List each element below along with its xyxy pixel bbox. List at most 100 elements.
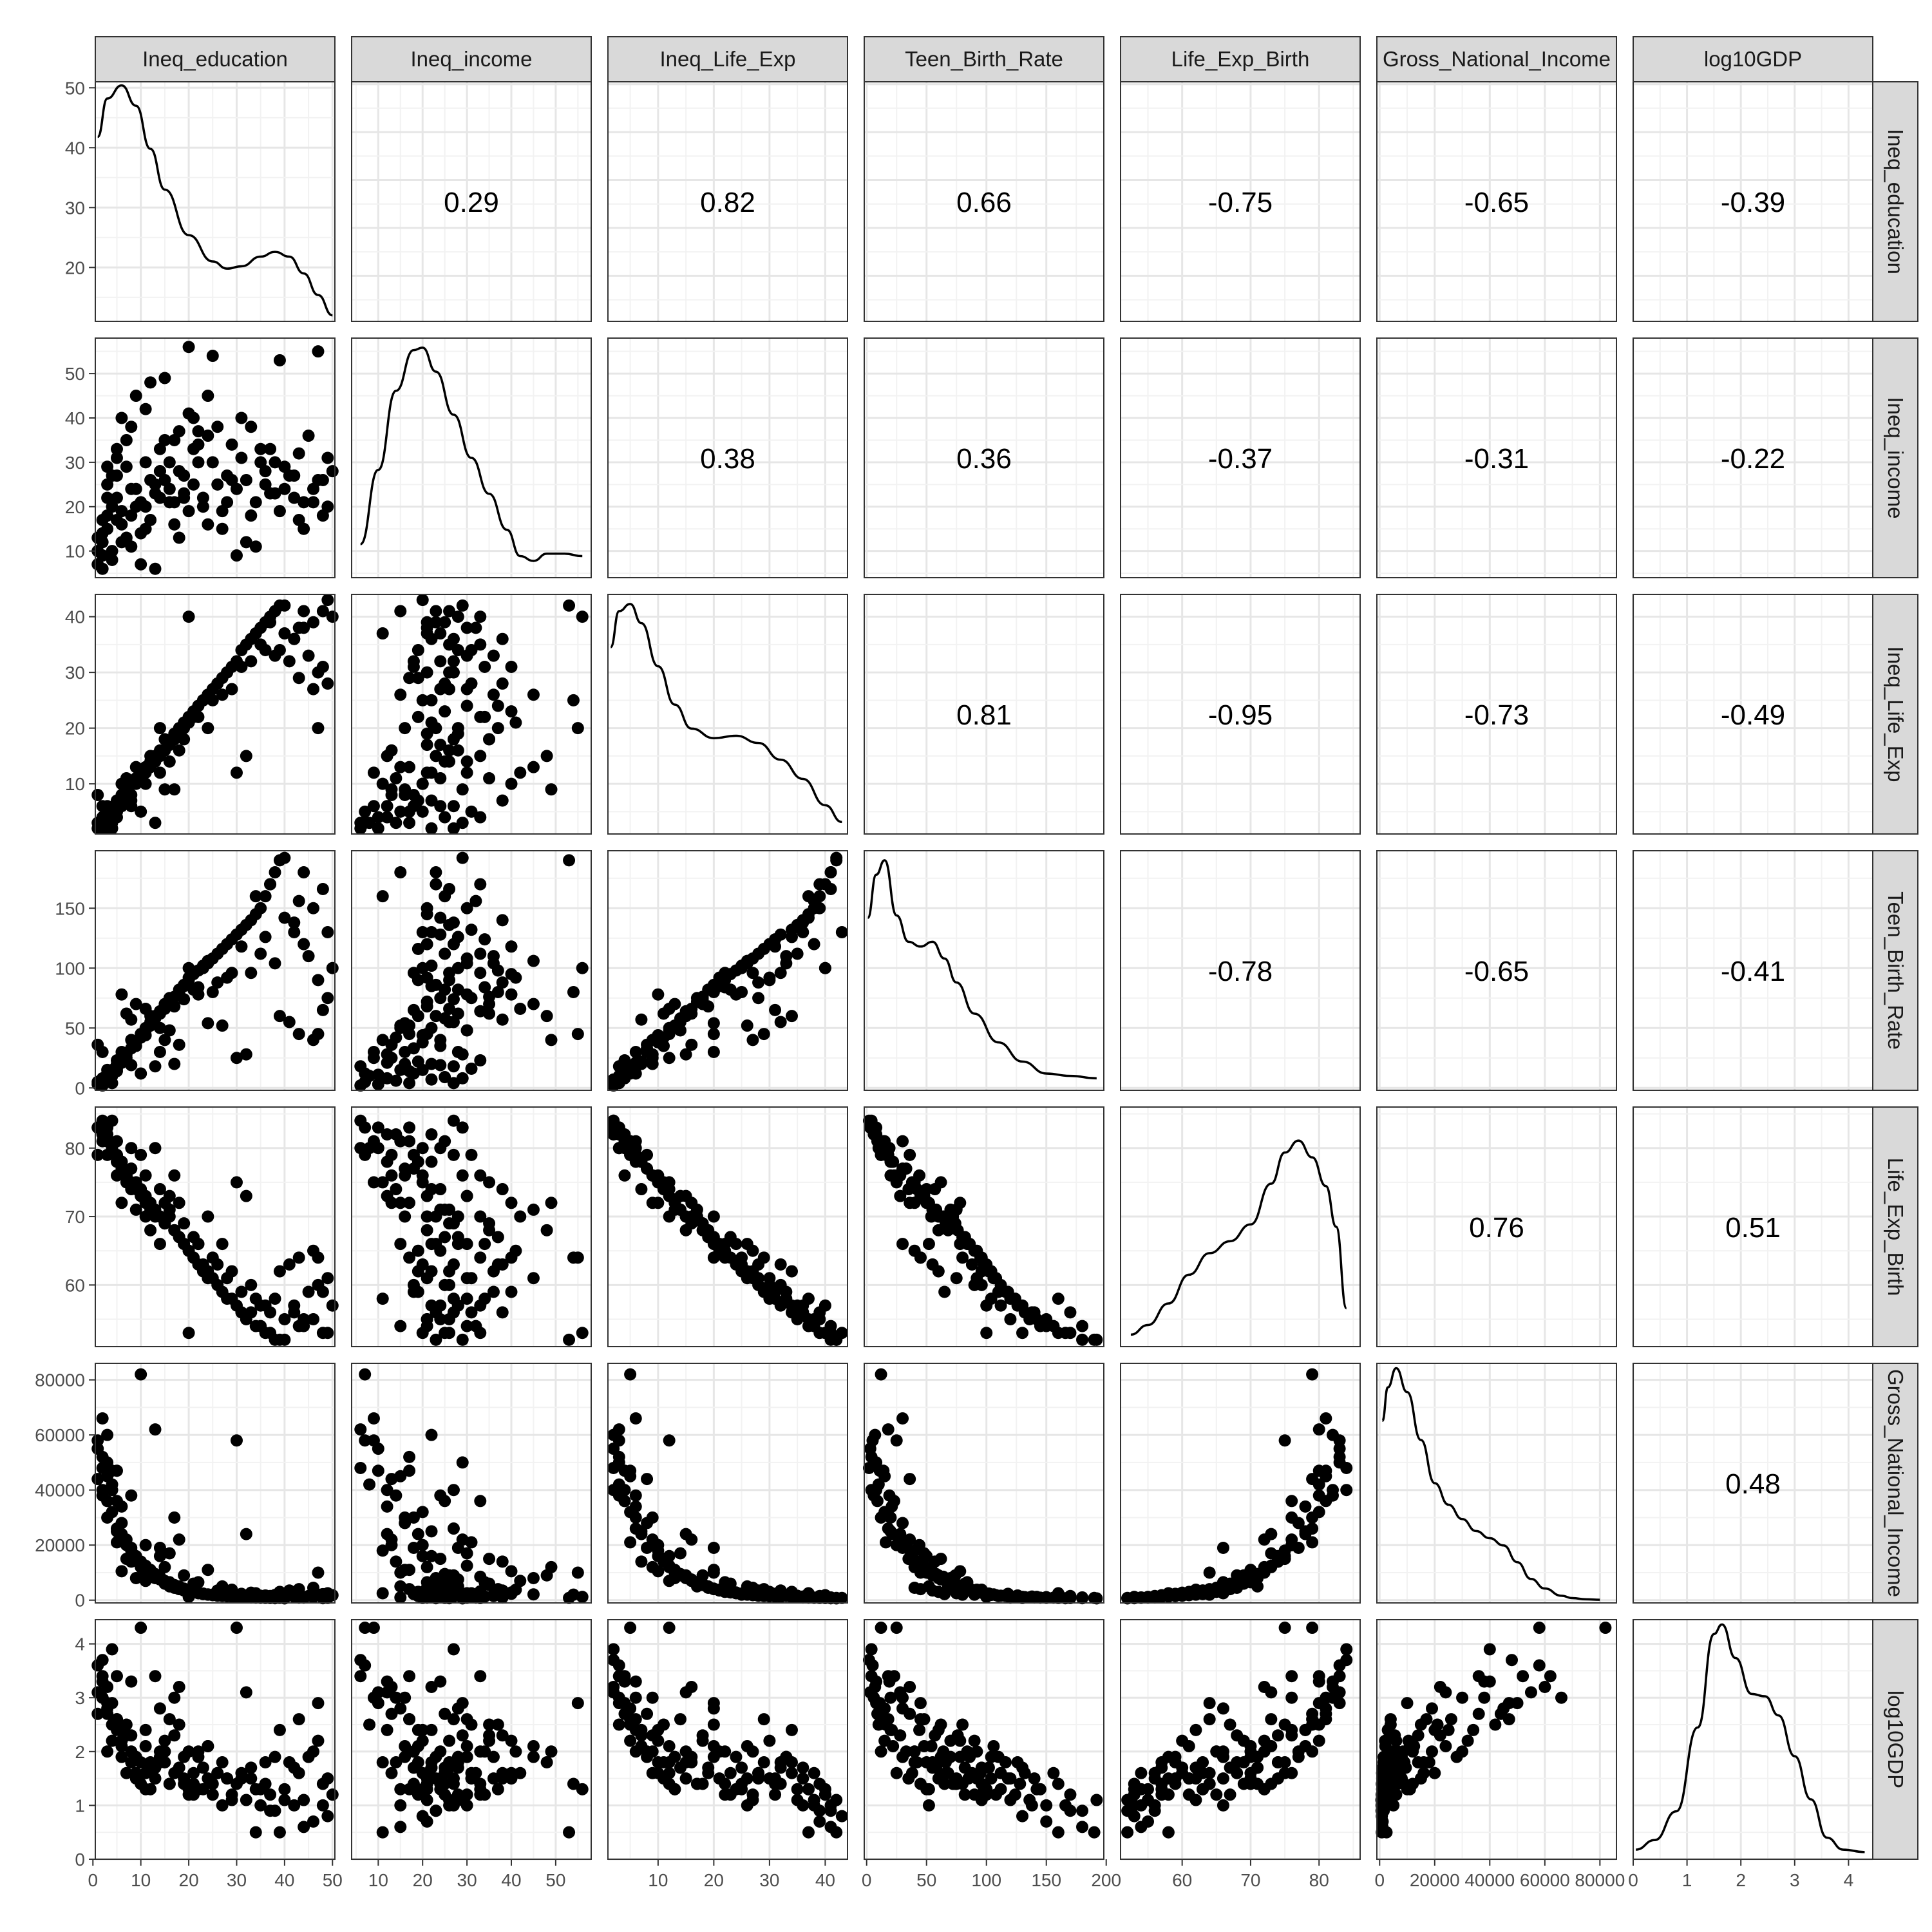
scatter-point bbox=[1204, 1697, 1216, 1709]
scatter-point bbox=[164, 456, 176, 468]
scatter-point bbox=[1525, 1686, 1537, 1698]
scatter-point bbox=[527, 998, 540, 1010]
correlation-panel-Ineq_Life_Exp-log10GDP: -0.49 bbox=[1633, 594, 1873, 834]
scatter-point bbox=[719, 1251, 731, 1264]
scatter-point bbox=[293, 1591, 305, 1604]
column-label: Gross_National_Income bbox=[1383, 47, 1611, 71]
scatter-point bbox=[154, 443, 166, 455]
scatter-point bbox=[403, 1028, 415, 1040]
scatter-point bbox=[951, 1272, 963, 1284]
scatter-point bbox=[274, 600, 286, 612]
scatter-point bbox=[202, 1564, 214, 1576]
scatter-point bbox=[1293, 1745, 1305, 1757]
scatter-point bbox=[115, 412, 128, 424]
scatter-point bbox=[949, 1777, 961, 1790]
scatter-point bbox=[624, 1368, 636, 1381]
scatter-point bbox=[448, 993, 460, 1005]
scatter-panel-Gross_National_Income-Ineq_Life_Exp bbox=[607, 1363, 848, 1604]
scatter-panel-Ineq_Life_Exp-Ineq_education bbox=[91, 594, 339, 835]
scatter-point bbox=[1176, 1735, 1188, 1747]
scatter-point bbox=[935, 1719, 947, 1731]
scatter-point bbox=[786, 1724, 798, 1736]
scatter-point bbox=[1238, 1777, 1250, 1790]
scatter-point bbox=[399, 1211, 411, 1223]
scatter-point bbox=[240, 750, 252, 762]
scatter-point bbox=[221, 496, 233, 508]
scatter-point bbox=[527, 1751, 540, 1763]
scatter-point bbox=[492, 965, 504, 977]
scatter-point bbox=[891, 1622, 903, 1634]
scatter-point bbox=[825, 866, 837, 878]
scatter-point bbox=[1217, 1745, 1229, 1757]
scatter-point bbox=[1189, 1794, 1202, 1806]
correlation-value: 0.36 bbox=[956, 443, 1012, 475]
scatter-point bbox=[164, 755, 176, 768]
correlation-value: -0.65 bbox=[1464, 956, 1529, 987]
scatter-point bbox=[497, 677, 509, 690]
scatter-point bbox=[115, 536, 128, 548]
scatter-point bbox=[1467, 1724, 1479, 1736]
x-tick-label: 20 bbox=[179, 1870, 199, 1890]
scatter-point bbox=[125, 1142, 137, 1154]
scatter-point bbox=[158, 1745, 171, 1757]
scatter-point bbox=[1285, 1511, 1298, 1524]
scatter-point bbox=[240, 1190, 252, 1202]
scatter-point bbox=[1090, 1794, 1103, 1806]
y-axis-Life_Exp_Birth: 607080 bbox=[65, 1139, 95, 1296]
scatter-point bbox=[483, 772, 495, 784]
scatter-point bbox=[288, 469, 300, 482]
scatter-point bbox=[658, 1007, 670, 1019]
scatter-point bbox=[312, 1735, 324, 1747]
scatter-point bbox=[377, 1293, 389, 1305]
scatter-point bbox=[359, 1368, 371, 1381]
scatter-point bbox=[91, 1149, 104, 1161]
scatter-point bbox=[985, 1751, 998, 1763]
row-label: Ineq_income bbox=[1884, 397, 1908, 519]
scatter-point bbox=[140, 456, 152, 468]
scatter-point bbox=[154, 1046, 166, 1058]
scatter-point bbox=[1217, 1799, 1229, 1812]
scatter-point bbox=[1340, 1654, 1352, 1666]
scatter-point bbox=[758, 1713, 770, 1725]
scatter-point bbox=[1002, 1285, 1014, 1298]
scatter-point bbox=[1059, 1327, 1072, 1339]
scatter-point bbox=[264, 616, 276, 629]
correlation-value: -0.78 bbox=[1208, 956, 1273, 987]
scatter-point bbox=[226, 439, 238, 451]
correlation-value: 0.66 bbox=[956, 187, 1012, 218]
scatter-point bbox=[497, 1183, 509, 1195]
scatter-point bbox=[896, 1692, 909, 1704]
scatter-point bbox=[417, 1327, 429, 1339]
scatter-point bbox=[317, 1799, 329, 1812]
scatter-point bbox=[509, 1245, 522, 1257]
x-tick-label: 20000 bbox=[1410, 1870, 1460, 1890]
scatter-point bbox=[321, 500, 334, 513]
scatter-point bbox=[1473, 1708, 1485, 1720]
scatter-point bbox=[192, 1238, 204, 1250]
scatter-point bbox=[354, 1142, 366, 1154]
scatter-point bbox=[1439, 1740, 1452, 1752]
scatter-point bbox=[497, 976, 509, 989]
scatter-point bbox=[914, 1251, 927, 1264]
scatter-point bbox=[497, 795, 509, 807]
row-label: Ineq_Life_Exp bbox=[1884, 646, 1908, 782]
scatter-point bbox=[111, 1495, 123, 1507]
scatter-point bbox=[478, 981, 491, 994]
scatter-point bbox=[763, 1735, 775, 1747]
scatter-panel-log10GDP-Life_Exp_Birth bbox=[1121, 1620, 1360, 1859]
x-tick-label: 60 bbox=[1172, 1870, 1192, 1890]
x-tick-label: 200 bbox=[1091, 1870, 1121, 1890]
y-tick-label: 0 bbox=[75, 1850, 85, 1870]
scatter-point bbox=[264, 878, 276, 891]
scatter-point bbox=[317, 605, 329, 617]
scatter-point bbox=[976, 1584, 988, 1596]
scatter-point bbox=[1306, 1708, 1318, 1720]
scatter-point bbox=[819, 1300, 831, 1312]
scatter-point bbox=[443, 683, 455, 696]
scatter-point bbox=[120, 772, 133, 784]
scatter-point bbox=[312, 1028, 324, 1040]
y-tick-label: 50 bbox=[65, 364, 85, 384]
scatter-point bbox=[474, 638, 486, 650]
scatter-point bbox=[399, 722, 411, 734]
scatter-point bbox=[434, 1783, 446, 1795]
